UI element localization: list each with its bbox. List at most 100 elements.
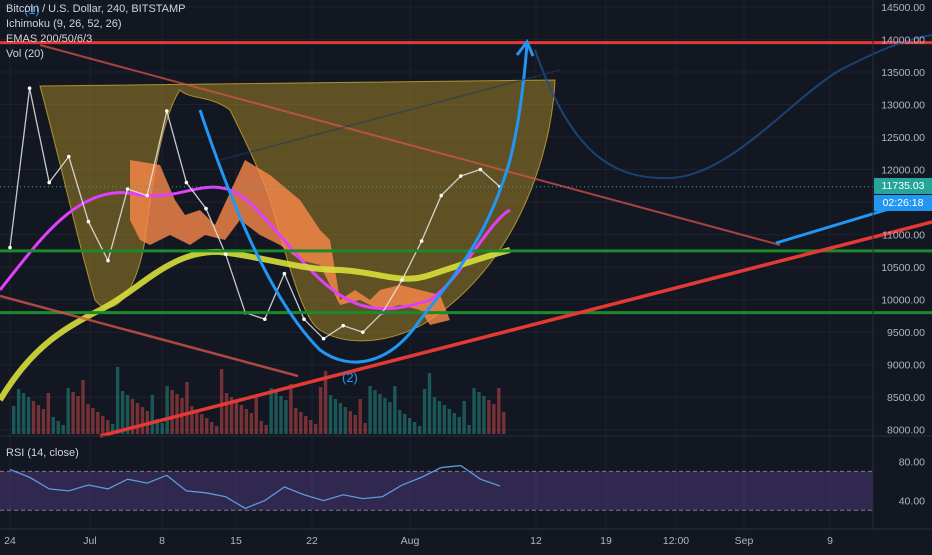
volume-bar <box>210 422 214 434</box>
price-tick-label: 8000.00 <box>887 425 925 437</box>
time-tick-label: Sep <box>735 535 754 547</box>
volume-bar <box>487 400 491 434</box>
volume-bar <box>363 423 367 434</box>
volume-bar <box>36 405 41 434</box>
volume-bar <box>427 373 432 434</box>
legend-rsi[interactable]: RSI (14, close) <box>6 447 79 459</box>
volume-bar <box>66 388 70 434</box>
price-point <box>67 154 71 159</box>
rsi-line <box>9 464 501 510</box>
volume-bar <box>502 412 506 434</box>
price-axis[interactable]: 14500.00 14000.00 13500.00 13000.00 12500.00… <box>881 2 925 437</box>
legend-emas[interactable]: EMAS 200/50/6/3 <box>6 33 93 45</box>
time-tick-label: 8 <box>159 535 165 547</box>
volume-bar <box>442 405 447 434</box>
volume-bar <box>398 410 402 434</box>
volume-bar <box>383 398 387 434</box>
price-point <box>419 239 424 243</box>
volume-bar <box>56 421 60 434</box>
legend-ichimoku[interactable]: Ichimoku (9, 26, 52, 26) <box>6 18 122 30</box>
price-point <box>478 167 483 172</box>
price-point <box>184 180 189 185</box>
volume-bar <box>190 406 194 434</box>
price-point <box>106 258 110 263</box>
price-point <box>125 187 130 191</box>
volume-bar <box>81 380 85 434</box>
volume-bar <box>91 408 95 434</box>
volume-bar <box>388 402 392 434</box>
time-tick-label: 22 <box>306 535 318 547</box>
volume-bar <box>482 396 486 434</box>
price-point <box>86 219 91 224</box>
volume-bar <box>289 384 293 434</box>
volume-bar <box>26 397 31 434</box>
price-point <box>47 180 51 185</box>
volume-bar <box>284 400 288 434</box>
volume-bar <box>259 421 263 434</box>
volume-bar <box>16 389 21 434</box>
volume-bar <box>328 395 333 434</box>
volume-bar <box>195 410 199 434</box>
volume-bar <box>462 401 466 434</box>
ema-magenta <box>0 185 511 311</box>
wave-1-label: (1) <box>24 2 40 17</box>
volume-bar <box>234 401 239 434</box>
rsi-legend: RSI (14, close) <box>6 446 79 461</box>
price-point <box>321 336 326 341</box>
volume-bar <box>86 404 90 434</box>
price-tick-label: 14000.00 <box>881 34 925 46</box>
volume-bar <box>368 386 372 434</box>
volume-bar <box>432 397 437 434</box>
volume-bar <box>422 389 427 434</box>
time-tick-label: Aug <box>401 535 420 547</box>
volume-bar <box>304 416 308 434</box>
volume-bar <box>76 396 80 434</box>
price-tick-label: 13500.00 <box>881 67 925 79</box>
volume-bar <box>408 418 412 434</box>
time-tick-label: 24 <box>4 535 16 547</box>
last-price-badge: 11735.03 <box>874 177 932 194</box>
price-tick-label: 12000.00 <box>881 165 925 177</box>
volume-bar <box>244 409 249 434</box>
volume-bar <box>239 405 244 434</box>
legend-volume[interactable]: Vol (20) <box>6 48 44 60</box>
volume-bar <box>219 369 224 434</box>
price-tick-label: 12500.00 <box>881 132 925 144</box>
price-tick-label: 9500.00 <box>887 327 925 339</box>
volume-bar <box>378 394 382 434</box>
volume-bar <box>264 425 268 434</box>
projection-arrowhead <box>515 39 535 57</box>
volume-bar <box>269 388 273 434</box>
volume-bar <box>224 393 229 434</box>
volume-bar <box>447 409 451 434</box>
volume-bar <box>343 407 348 434</box>
price-point <box>145 193 149 198</box>
volume-bar <box>492 404 496 434</box>
price-point <box>439 193 444 198</box>
time-tick-label: 12:00 <box>663 535 689 547</box>
rsi-tick-label: 80.00 <box>899 457 925 469</box>
volume-bar <box>31 401 36 434</box>
price-point <box>341 323 346 328</box>
volume-bar <box>309 420 313 434</box>
price-point <box>361 330 365 334</box>
volume-bar <box>254 397 258 434</box>
volume-bar <box>403 414 407 434</box>
price-tick-label: 10500.00 <box>881 262 925 274</box>
volume-bar <box>61 425 65 434</box>
time-tick-label: 12 <box>530 535 542 547</box>
volume-bar <box>101 416 105 434</box>
descending-trendline <box>39 44 781 246</box>
volume-bar <box>155 419 159 434</box>
volume-bar <box>12 406 16 434</box>
volume-bar <box>393 386 397 434</box>
time-axis[interactable]: 24 Jul 8 15 22 Aug 12 19 12:00 Sep 9 <box>4 535 833 547</box>
rsi-axis[interactable]: 80.00 40.00 <box>899 457 925 508</box>
ichimoku-cloud <box>130 160 450 325</box>
legend-symbol[interactable]: Bitcoin / U.S. Dollar, 240, BITSTAMP <box>6 3 186 15</box>
volume-bar <box>120 391 125 434</box>
volume-bar <box>323 371 328 434</box>
rsi-band <box>0 471 873 511</box>
